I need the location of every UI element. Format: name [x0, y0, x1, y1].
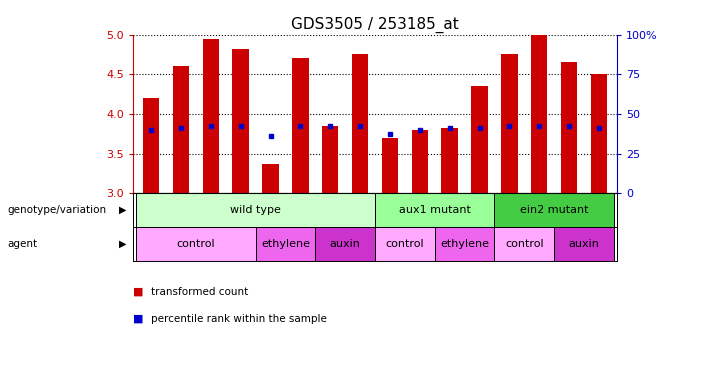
Text: aux1 mutant: aux1 mutant — [399, 205, 470, 215]
Bar — [375, 227, 435, 261]
Bar — [554, 227, 614, 261]
Bar — [262, 164, 279, 193]
Text: ■: ■ — [133, 287, 144, 297]
Text: percentile rank within the sample: percentile rank within the sample — [151, 314, 327, 324]
Text: genotype/variation: genotype/variation — [7, 205, 106, 215]
Bar — [561, 62, 578, 193]
Bar — [203, 38, 219, 193]
Text: ein2 mutant: ein2 mutant — [520, 205, 588, 215]
Title: GDS3505 / 253185_at: GDS3505 / 253185_at — [291, 17, 459, 33]
Text: ■: ■ — [133, 314, 144, 324]
Bar — [143, 98, 159, 193]
Bar — [494, 193, 614, 227]
Bar — [471, 86, 488, 193]
Bar — [442, 128, 458, 193]
Text: ethylene: ethylene — [261, 239, 310, 249]
Bar — [136, 227, 256, 261]
Bar — [352, 55, 368, 193]
Bar — [172, 66, 189, 193]
Bar — [256, 227, 315, 261]
Text: wild type: wild type — [230, 205, 281, 215]
Text: agent: agent — [7, 239, 37, 249]
Bar — [494, 227, 554, 261]
Bar — [315, 227, 375, 261]
Bar — [375, 193, 494, 227]
Text: ▶: ▶ — [118, 205, 126, 215]
Text: ▶: ▶ — [118, 239, 126, 249]
Text: control: control — [505, 239, 544, 249]
Bar — [322, 126, 339, 193]
Text: control: control — [386, 239, 424, 249]
Bar — [136, 193, 375, 227]
Text: auxin: auxin — [569, 239, 599, 249]
Text: transformed count: transformed count — [151, 287, 248, 297]
Bar — [233, 49, 249, 193]
Bar — [435, 227, 494, 261]
Bar — [411, 130, 428, 193]
Text: auxin: auxin — [329, 239, 360, 249]
Bar — [531, 35, 547, 193]
Bar — [382, 137, 398, 193]
Text: control: control — [177, 239, 215, 249]
Text: ethylene: ethylene — [440, 239, 489, 249]
Bar — [292, 58, 308, 193]
Bar — [591, 74, 607, 193]
Bar — [501, 55, 517, 193]
